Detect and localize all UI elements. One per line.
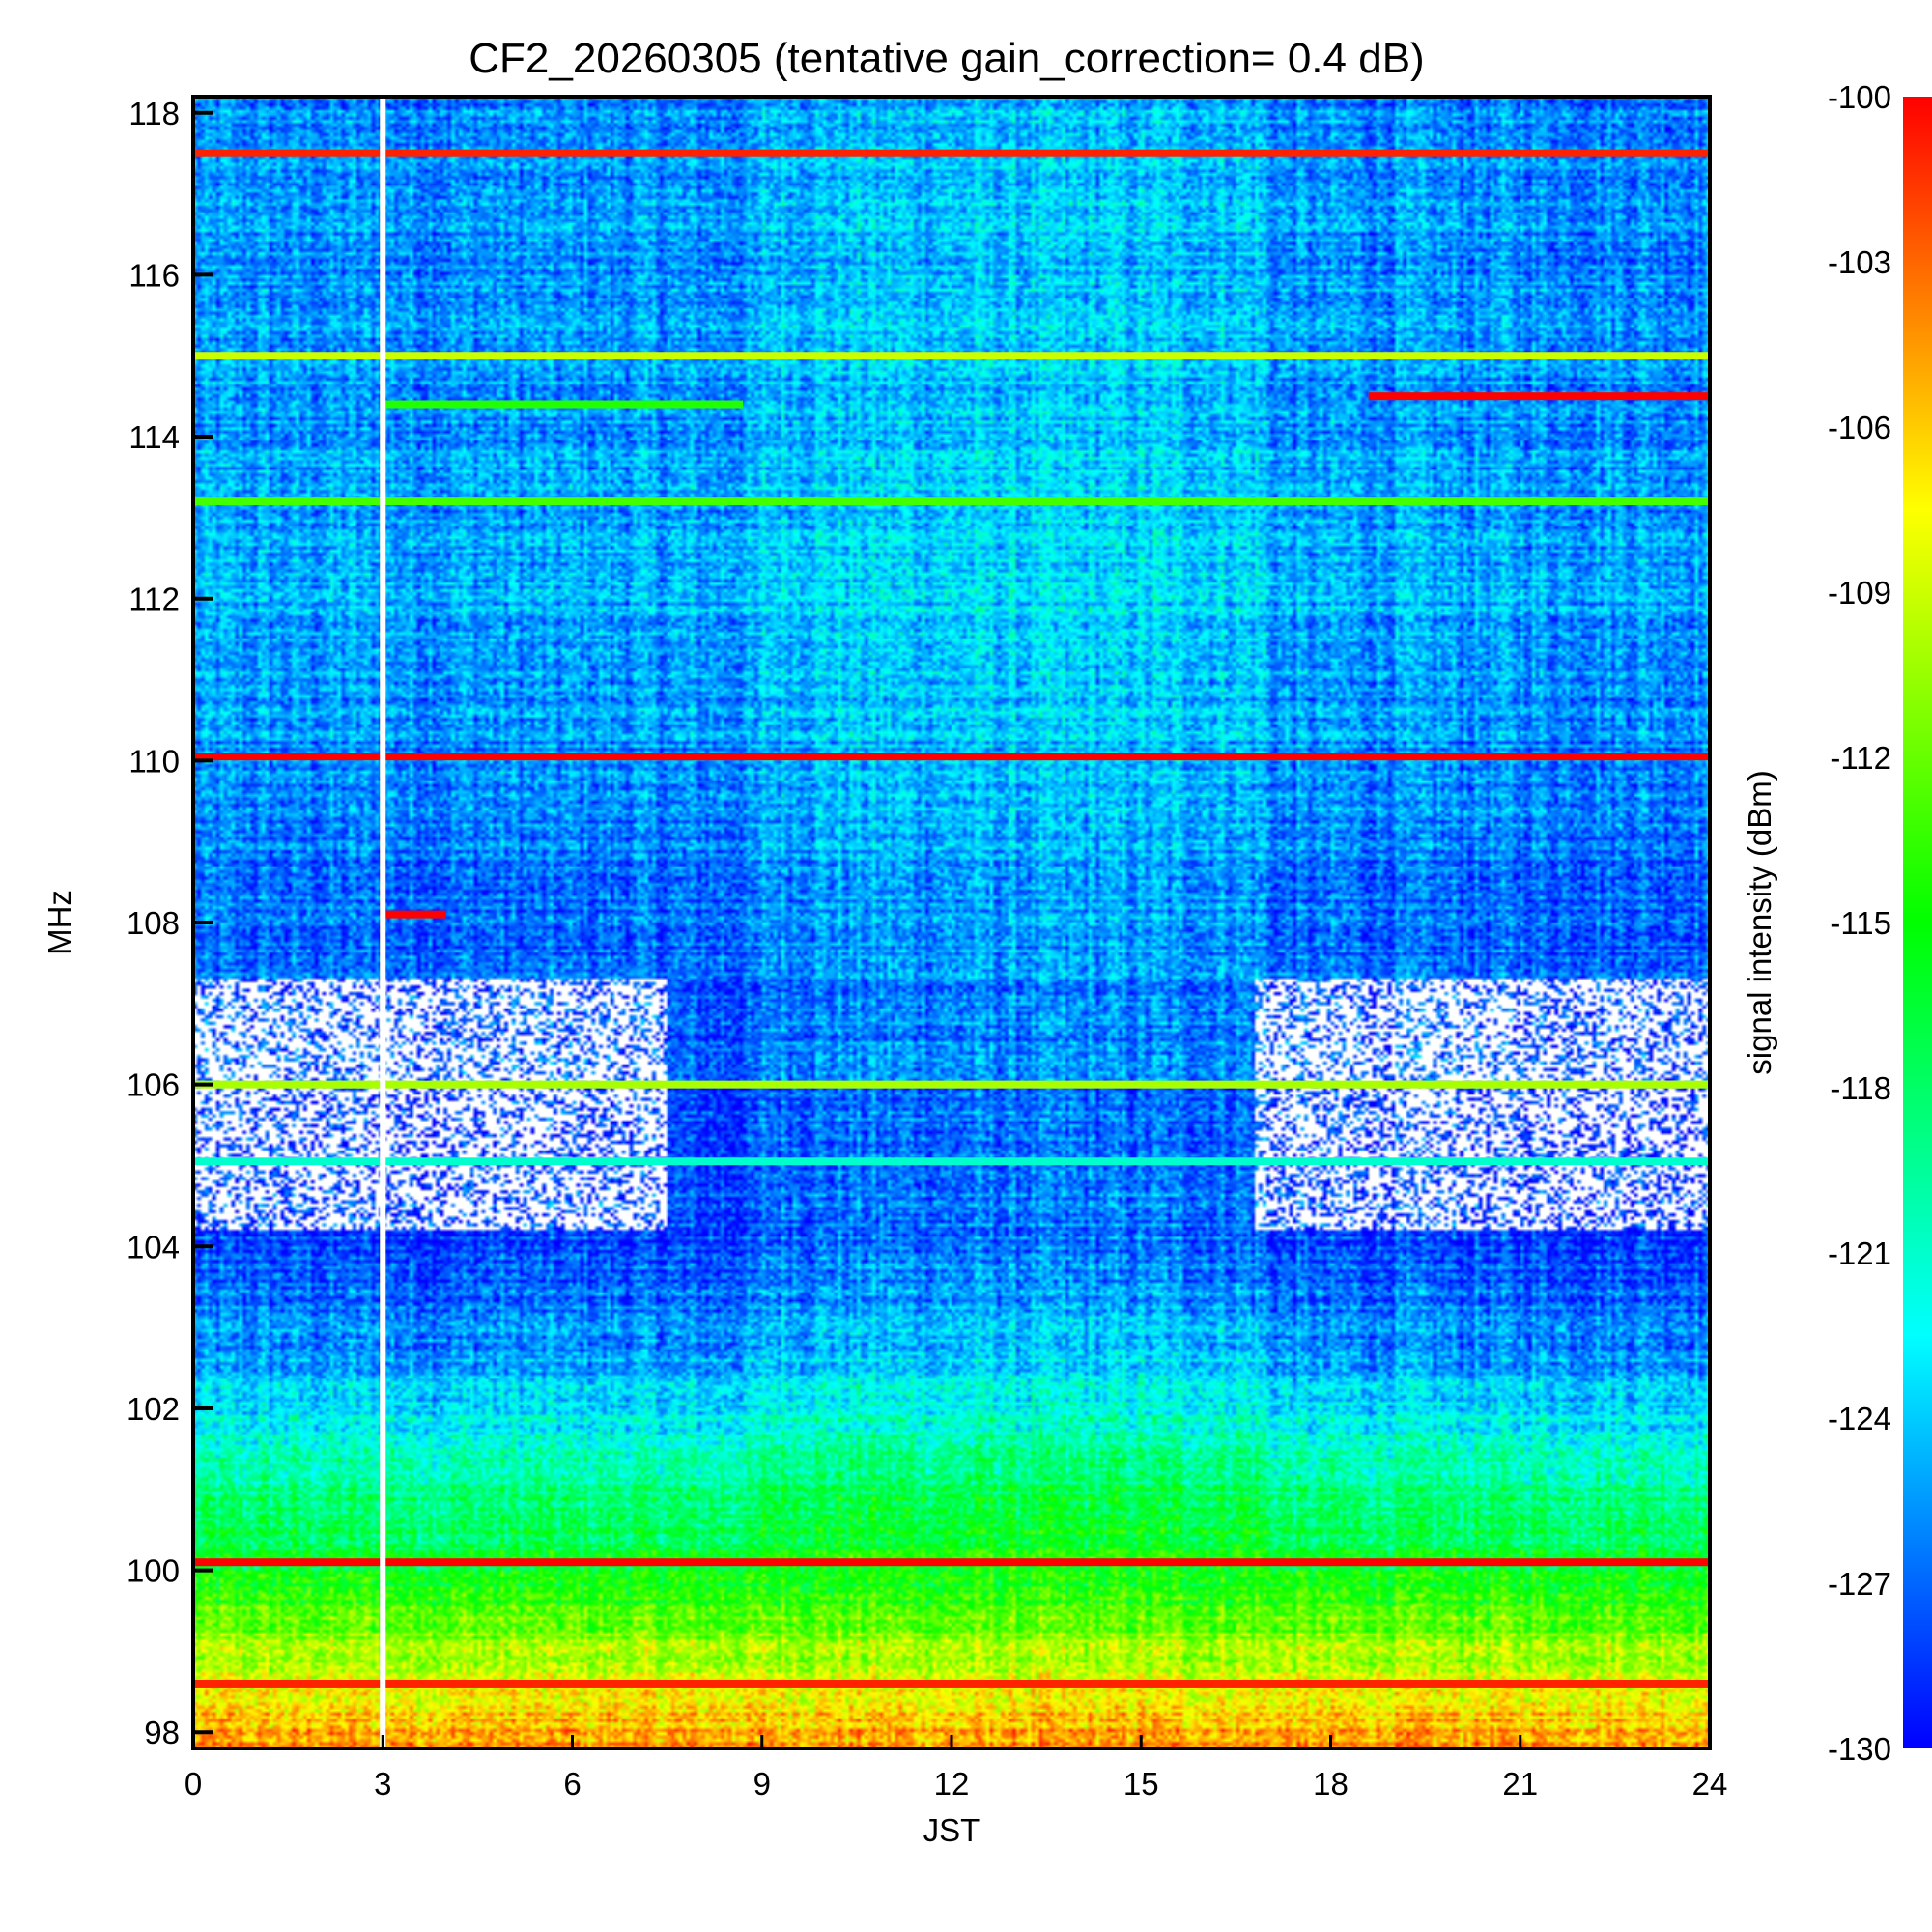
colorbar-tick-label: -118: [1830, 1070, 1891, 1106]
x-tick-label: 18: [1313, 1766, 1349, 1802]
x-tick-label: 12: [934, 1766, 970, 1802]
carrier-line: [193, 1679, 1710, 1688]
x-axis-ticks: 0 3 6 9 12 15 18 21 24: [185, 1735, 1728, 1802]
y-tick-label: 116: [128, 257, 180, 293]
y-tick-label: 114: [128, 419, 180, 455]
plot-area: [191, 95, 1712, 1750]
carrier-line: [193, 753, 1710, 761]
x-tick-label: 0: [185, 1766, 202, 1802]
x-tick-label: 15: [1123, 1766, 1159, 1802]
y-tick-label: 108: [127, 905, 180, 941]
x-tick-label: 6: [563, 1766, 581, 1802]
carrier-line: [193, 149, 1710, 157]
colorbar-tick-label: -115: [1830, 905, 1891, 941]
colorbar-tick-label: -130: [1828, 1731, 1891, 1767]
x-tick-label: 9: [753, 1766, 771, 1802]
y-tick-label: 106: [127, 1067, 180, 1103]
colorbar-tick-label: -100: [1828, 79, 1891, 115]
carrier-line: [193, 1157, 1710, 1166]
carrier-lines: [193, 97, 1710, 1748]
colorbar-tick-label: -124: [1828, 1401, 1891, 1436]
y-tick-label: 118: [128, 96, 180, 131]
colorbar-label: signal intensity (dBm): [1742, 770, 1777, 1074]
y-tick-label: 102: [127, 1391, 180, 1427]
colorbar-ticks: -100 -103 -106 -109 -112 -115 -118 -121 -124 -127…: [1828, 79, 1891, 1767]
colorbar-tick-label: -127: [1828, 1566, 1891, 1602]
carrier-line: [1368, 392, 1710, 401]
colorbar-tick-label: -103: [1828, 244, 1891, 280]
carrier-line: [193, 497, 1710, 506]
colorbar-tick-label: -106: [1828, 410, 1891, 445]
colorbar-tick-label: -109: [1828, 575, 1891, 611]
y-tick-label: 110: [128, 743, 180, 779]
colorbar-gradient: [1903, 97, 1932, 1748]
chart-title: CF2_20260305 (tentative gain_correction=…: [469, 35, 1424, 82]
x-tick-label: 24: [1692, 1766, 1728, 1802]
x-axis-label: JST: [923, 1812, 980, 1848]
y-axis-ticks: 98 100 102 104 106 108 110 112 114 116 118: [127, 96, 213, 1750]
carrier-line: [383, 400, 744, 409]
y-tick-label: 100: [127, 1553, 180, 1589]
carrier-line: [383, 910, 446, 919]
x-tick-label: 3: [374, 1766, 391, 1802]
y-tick-label: 112: [128, 582, 180, 617]
x-tick-label: 21: [1502, 1766, 1538, 1802]
y-tick-label: 104: [127, 1229, 180, 1264]
y-tick-label: 98: [144, 1715, 180, 1750]
spectrogram-heatmap: [193, 97, 1710, 1748]
carrier-line: [193, 1558, 1710, 1567]
colorbar: -100 -103 -106 -109 -112 -115 -118 -121 -124 -127…: [1828, 79, 1932, 1767]
colorbar-tick-label: -112: [1830, 740, 1891, 776]
data-gap-line: [380, 97, 386, 1748]
carrier-line: [193, 352, 1710, 360]
colorbar-tick-label: -121: [1828, 1236, 1891, 1271]
y-axis-label: MHz: [42, 890, 77, 955]
carrier-line: [193, 1080, 1710, 1089]
